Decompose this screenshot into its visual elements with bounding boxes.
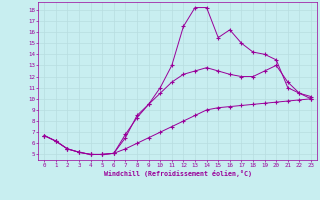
X-axis label: Windchill (Refroidissement éolien,°C): Windchill (Refroidissement éolien,°C) [104, 170, 252, 177]
